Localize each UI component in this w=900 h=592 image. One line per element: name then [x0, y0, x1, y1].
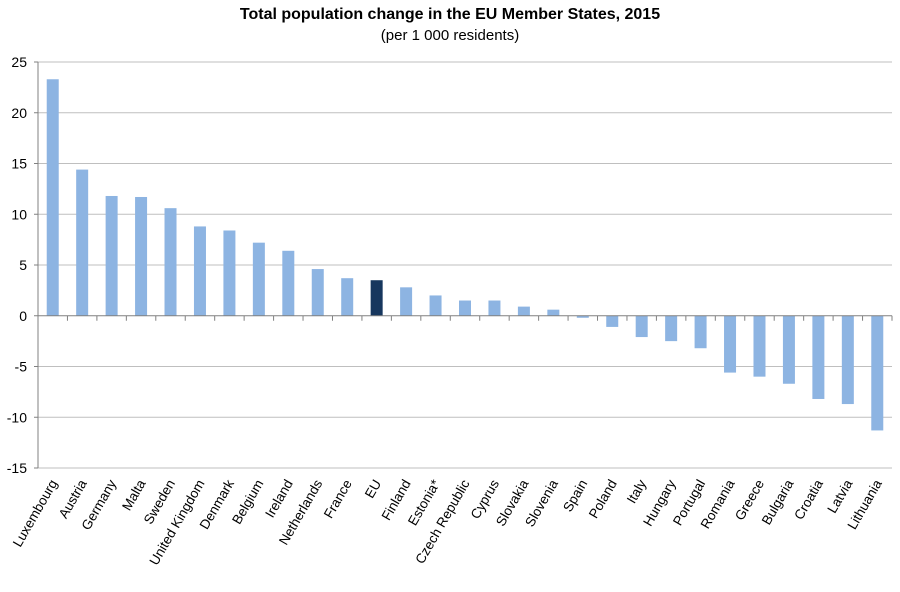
- y-tick-label: 20: [11, 105, 27, 121]
- bar-eu: [370, 280, 383, 316]
- bar-luxembourg: [46, 79, 59, 316]
- y-tick-label: -5: [15, 359, 28, 375]
- bar-czech-republic: [459, 300, 471, 316]
- bar-italy: [635, 315, 648, 338]
- bar-sweden: [164, 208, 177, 316]
- bar-germany: [105, 195, 118, 316]
- y-axis-ticks: 25 20 15 10 5 0 -5 -10 -15: [7, 54, 38, 476]
- x-tick-label: Croatia: [791, 477, 826, 523]
- chart-title: Total population change in the EU Member…: [239, 6, 661, 23]
- bar-croatia: [812, 315, 825, 399]
- y-tick-label: -15: [7, 460, 27, 476]
- bar-slovakia: [517, 306, 530, 316]
- bar-finland: [400, 287, 413, 316]
- bar-hungary: [665, 315, 678, 342]
- bar-romania: [724, 315, 737, 373]
- bar-portugal: [694, 315, 707, 349]
- bar-greece: [753, 315, 766, 377]
- y-tick-label: 10: [11, 206, 27, 222]
- bar-lithuania: [871, 315, 884, 431]
- bars: [46, 79, 884, 431]
- x-tick-label: Italy: [624, 477, 649, 506]
- y-tick-label: 25: [11, 54, 27, 70]
- bar-denmark: [223, 230, 236, 316]
- y-tick-label: -10: [7, 409, 27, 425]
- bar-slovenia: [547, 309, 560, 316]
- bar-cyprus: [488, 300, 501, 316]
- chart-subtitle: (per 1 000 residents): [380, 27, 520, 44]
- bar-netherlands: [311, 269, 324, 316]
- x-tick-label: Malta: [119, 477, 149, 514]
- x-tick-label: Luxembourg: [10, 477, 61, 550]
- bar-austria: [76, 169, 89, 316]
- x-tick-label: Poland: [586, 477, 620, 521]
- bar-spain: [576, 315, 589, 318]
- gridlines: [38, 61, 892, 469]
- x-tick-label: France: [321, 477, 355, 521]
- bar-bulgaria: [782, 315, 795, 384]
- y-tick-label: 15: [11, 156, 27, 172]
- bar-malta: [135, 196, 148, 316]
- x-tick-label: EU: [362, 477, 384, 501]
- bar-ireland: [282, 250, 295, 316]
- bar-latvia: [841, 315, 854, 405]
- bar-france: [341, 278, 354, 316]
- bar-estonia: [429, 295, 442, 316]
- x-tick-label: Spain: [560, 477, 590, 514]
- y-tick-label: 0: [19, 308, 27, 324]
- bar-united-kingdom: [193, 226, 206, 316]
- bar-belgium: [252, 242, 265, 316]
- y-tick-label: 5: [19, 257, 27, 273]
- bar-poland: [606, 315, 619, 327]
- x-tick-label: Latvia: [824, 477, 855, 516]
